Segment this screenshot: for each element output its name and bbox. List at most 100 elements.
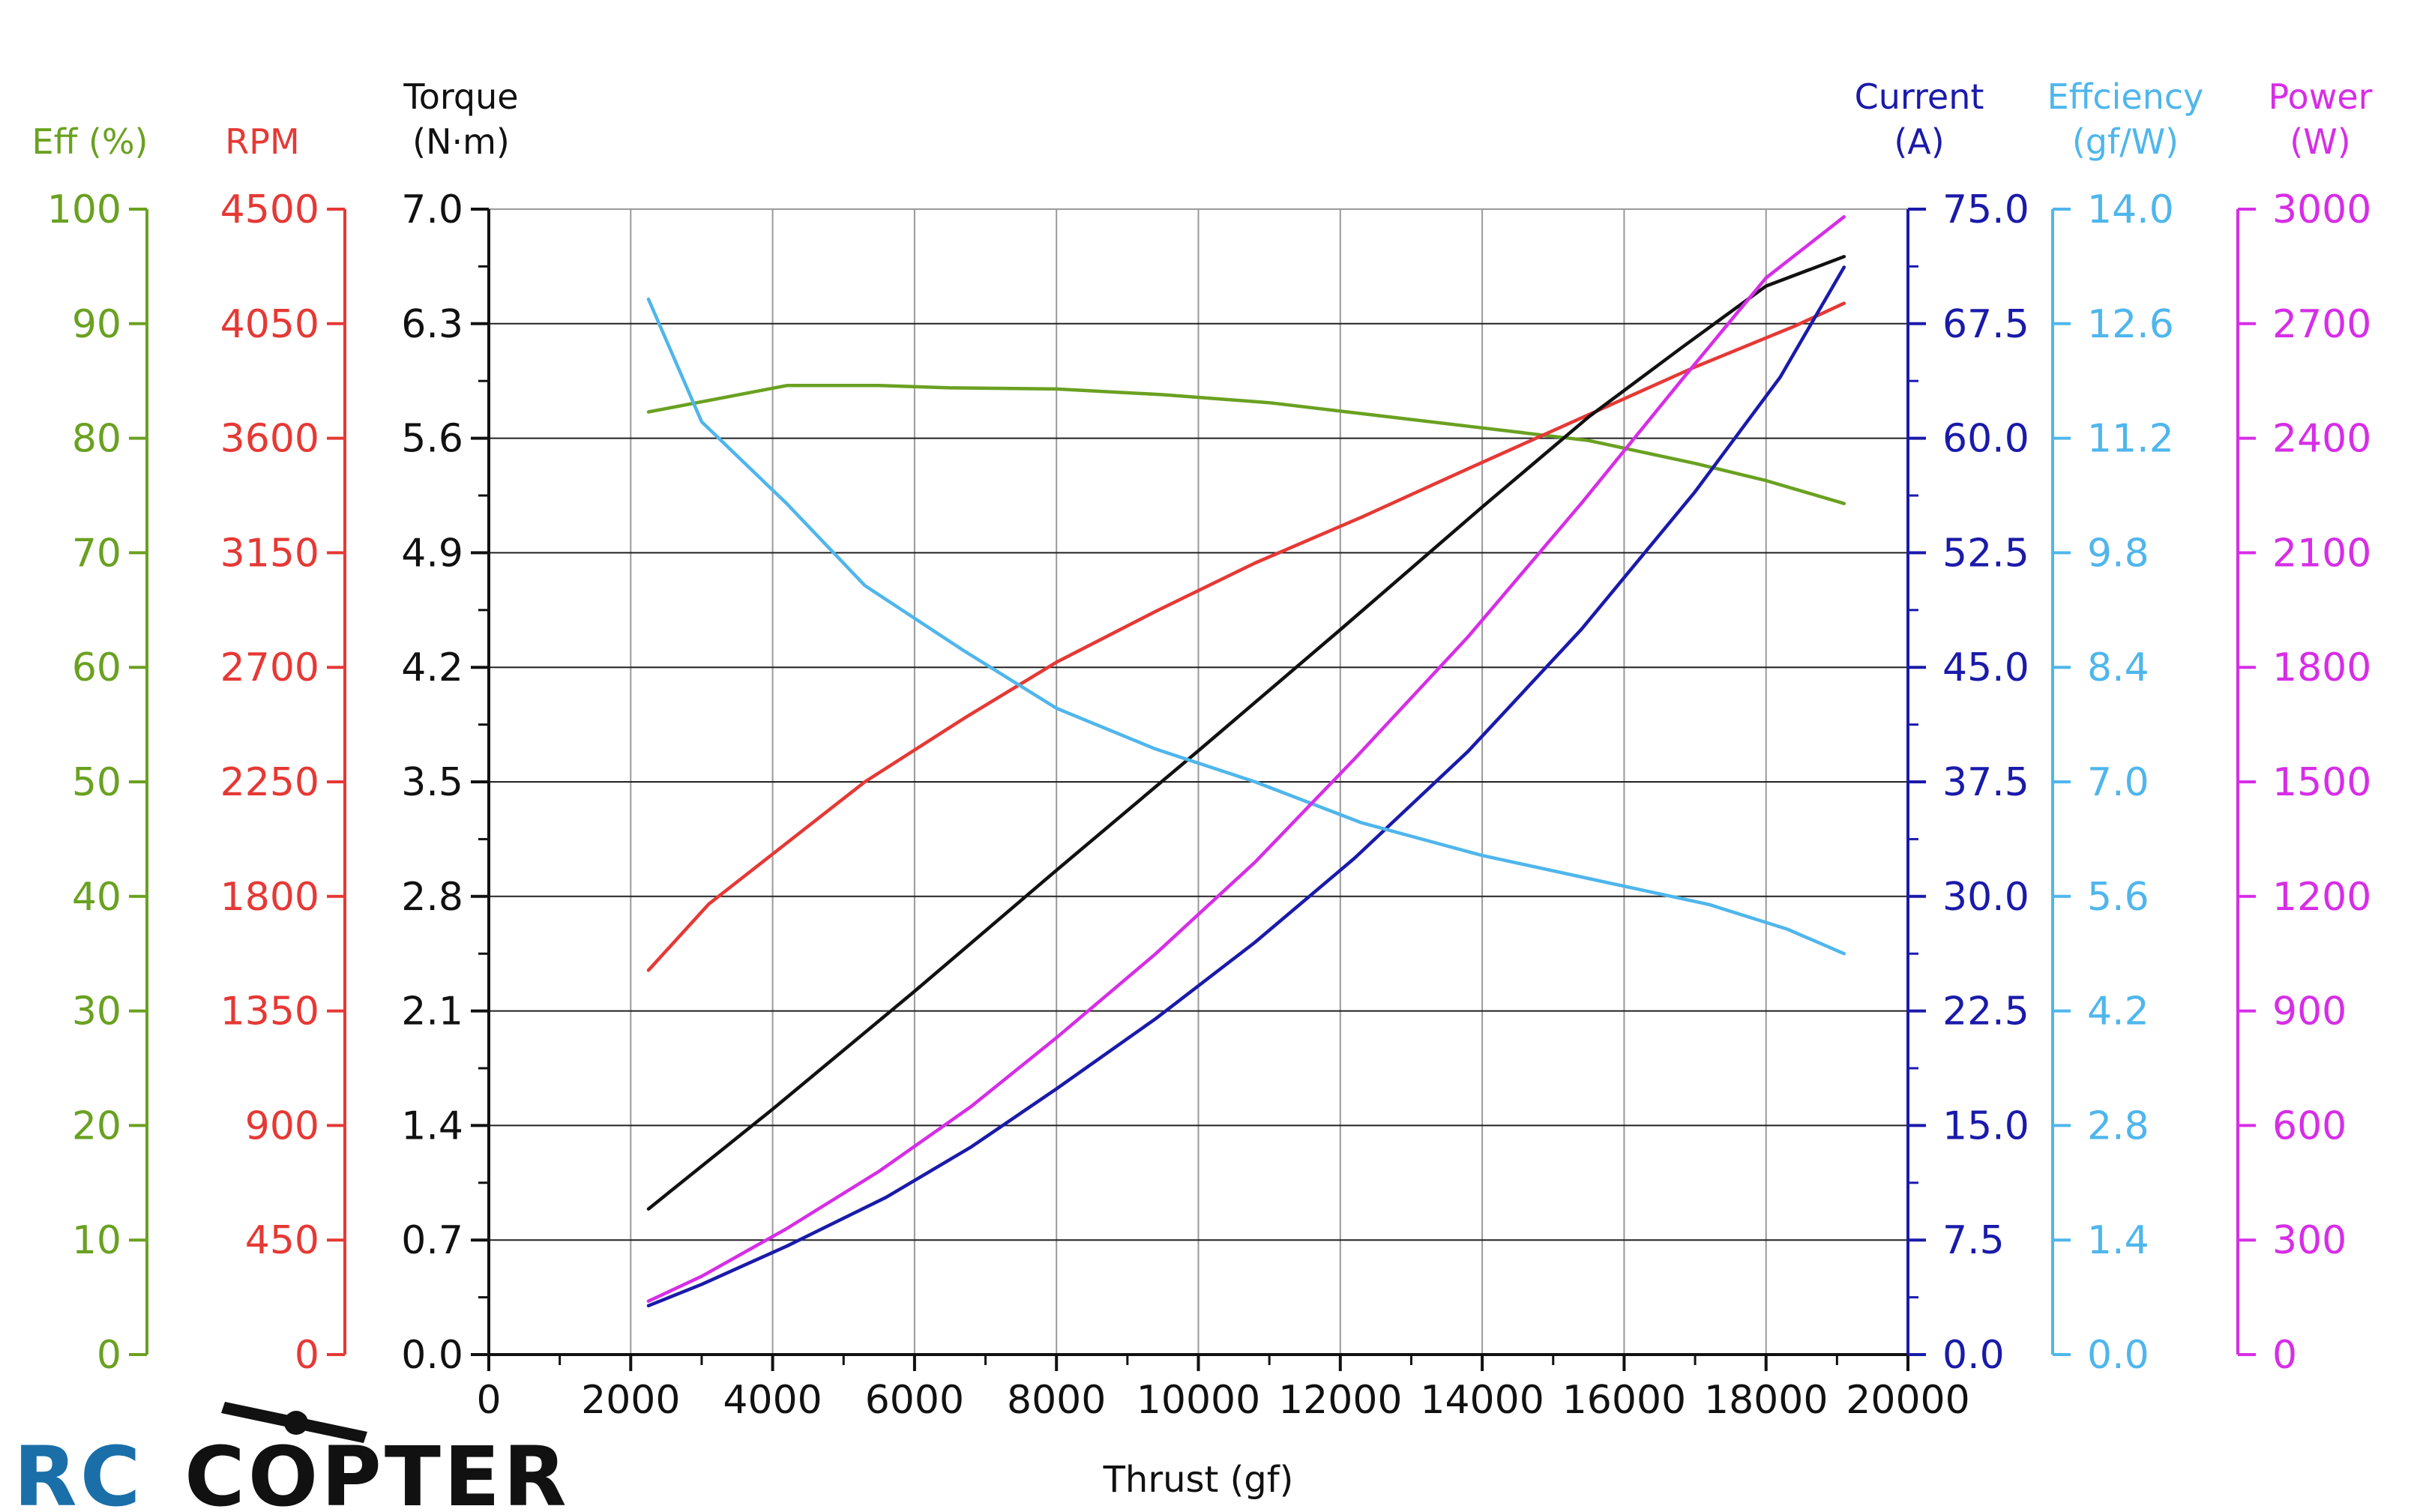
y-tick-label: 900 xyxy=(2272,990,2347,1034)
y-tick-label: 20 xyxy=(72,1103,121,1148)
x-tick-label: 4000 xyxy=(723,1378,822,1423)
y-axis-rpm: 0 450 900 1350 1800 2250 2700 3150 3600 4050 4500 R… xyxy=(220,121,346,1378)
y-tick-label: 45.0 xyxy=(1942,645,2029,690)
series-line-eff_gfw xyxy=(646,297,1846,956)
y-tick-label: 67.5 xyxy=(1942,302,2029,347)
x-tick-label: 20000 xyxy=(1846,1378,1969,1423)
y-tick-label: 30.0 xyxy=(1942,875,2029,920)
y-tick-label: 3150 xyxy=(220,531,319,576)
rc-copter-logo: RC COPTER xyxy=(13,1402,570,1512)
y-tick-label: 2400 xyxy=(2272,417,2371,462)
x-tick-label: 14000 xyxy=(1420,1378,1544,1423)
y-tick-label: 40 xyxy=(72,875,121,920)
logo-rc-text: RC xyxy=(13,1429,143,1512)
y-tick-label: 7.0 xyxy=(2087,760,2149,805)
y-axis-eff_pct: 0 10 20 30 40 50 60 70 80 90 100 Eff (%) xyxy=(32,121,148,1378)
axes: 0 2000 4000 6000 8000 10000 12000 14000 16000 180… xyxy=(32,76,2373,1501)
y-tick-label: 14.0 xyxy=(2087,187,2174,232)
y-tick-label: 12.6 xyxy=(2087,302,2174,347)
y-tick-label: 50 xyxy=(72,760,121,805)
y-axis-title: Current xyxy=(1855,76,1984,117)
y-tick-label: 100 xyxy=(47,187,121,232)
y-tick-label: 1350 xyxy=(220,990,319,1034)
y-tick-label: 1800 xyxy=(2272,645,2371,690)
y-tick-label: 10 xyxy=(72,1218,121,1263)
y-tick-label: 2.8 xyxy=(401,875,463,920)
y-axis-title: (gf/W) xyxy=(2072,121,2179,162)
y-tick-label: 600 xyxy=(2272,1103,2347,1148)
y-axis-title: Power xyxy=(2268,76,2372,117)
y-tick-label: 2.8 xyxy=(2087,1103,2149,1148)
y-tick-label: 2.1 xyxy=(401,990,463,1034)
y-tick-label: 2700 xyxy=(2272,302,2371,347)
grid xyxy=(489,208,1908,1355)
y-tick-label: 60.0 xyxy=(1942,417,2029,462)
y-tick-label: 0 xyxy=(295,1333,319,1378)
y-tick-label: 70 xyxy=(72,531,121,576)
y-tick-label: 52.5 xyxy=(1942,531,2029,576)
y-tick-label: 4050 xyxy=(220,302,319,347)
series-line-current xyxy=(646,265,1846,1308)
y-tick-label: 9.8 xyxy=(2087,531,2149,576)
y-tick-label: 8.4 xyxy=(2087,645,2149,690)
y-tick-label: 2250 xyxy=(220,760,319,805)
y-tick-label: 0.0 xyxy=(401,1333,463,1378)
series-line-power xyxy=(646,214,1846,1303)
y-tick-label: 15.0 xyxy=(1942,1103,2029,1148)
y-tick-label: 60 xyxy=(72,645,121,690)
y-tick-label: 450 xyxy=(245,1218,319,1263)
y-tick-label: 0.0 xyxy=(2087,1333,2149,1378)
y-tick-label: 4.9 xyxy=(401,531,463,576)
y-tick-label: 5.6 xyxy=(401,417,463,462)
y-axis-eff_gfw: 0.0 1.4 2.8 4.2 5.6 7.0 8.4 9.8 11.2 12.6 14.0 Effc… xyxy=(2047,76,2204,1378)
y-tick-label: 75.0 xyxy=(1942,187,2029,232)
y-tick-label: 0.0 xyxy=(1942,1333,2005,1378)
series-lines xyxy=(646,214,1846,1308)
y-axis-title: (W) xyxy=(2290,121,2350,162)
y-tick-label: 4.2 xyxy=(401,645,463,690)
y-axis-title: (A) xyxy=(1894,121,1944,162)
y-axis-title: Torque xyxy=(403,76,518,117)
x-axis-title: Thrust (gf) xyxy=(1103,1459,1294,1501)
y-tick-label: 0.7 xyxy=(401,1218,463,1263)
y-tick-label: 30 xyxy=(72,990,121,1034)
y-tick-label: 3.5 xyxy=(401,760,463,805)
y-tick-label: 22.5 xyxy=(1942,990,2029,1034)
y-tick-label: 7.5 xyxy=(1942,1218,2005,1263)
logo-copter-text: COPTER xyxy=(184,1429,570,1512)
helicopter-rotor-icon xyxy=(221,1402,367,1443)
y-tick-label: 6.3 xyxy=(401,302,463,347)
y-tick-label: 1200 xyxy=(2272,875,2371,920)
x-tick-label: 8000 xyxy=(1007,1378,1106,1423)
y-tick-label: 2100 xyxy=(2272,531,2371,576)
y-tick-label: 4.2 xyxy=(2087,990,2149,1034)
y-axis-current: 0.0 7.5 15.0 22.5 30.0 37.5 45.0 52.5 60.0 67.5 75… xyxy=(1855,76,2029,1378)
y-tick-label: 3000 xyxy=(2272,187,2371,232)
y-tick-label: 0 xyxy=(97,1333,121,1378)
y-tick-label: 37.5 xyxy=(1942,760,2029,805)
y-axis-title: (N·m) xyxy=(412,121,510,162)
series-line-eff_pct xyxy=(646,384,1846,505)
y-axis-title: Effciency xyxy=(2047,76,2204,117)
y-axis-power: 0 300 600 900 1200 1500 1800 2100 2400 2700 3000 Po… xyxy=(2236,76,2373,1378)
y-tick-label: 2700 xyxy=(220,645,319,690)
y-tick-label: 0 xyxy=(2272,1333,2297,1378)
x-tick-label: 0 xyxy=(476,1378,501,1423)
x-tick-label: 2000 xyxy=(581,1378,680,1423)
y-tick-label: 1500 xyxy=(2272,760,2371,805)
y-axis-torque: 0.0 0.7 1.4 2.1 2.8 3.5 4.2 4.9 5.6 6.3 7.0 Torque(… xyxy=(401,76,518,1378)
y-tick-label: 4500 xyxy=(220,187,319,232)
y-tick-label: 900 xyxy=(245,1103,319,1148)
x-tick-label: 12000 xyxy=(1278,1378,1402,1423)
x-tick-label: 16000 xyxy=(1562,1378,1686,1423)
y-tick-label: 90 xyxy=(72,302,121,347)
y-tick-label: 300 xyxy=(2272,1218,2347,1263)
y-tick-label: 7.0 xyxy=(401,187,463,232)
series-line-rpm xyxy=(646,301,1846,972)
series-line-torque xyxy=(646,255,1846,1211)
y-tick-label: 1800 xyxy=(220,875,319,920)
x-tick-label: 18000 xyxy=(1704,1378,1828,1423)
y-tick-label: 1.4 xyxy=(2087,1218,2149,1263)
y-tick-label: 1.4 xyxy=(401,1103,463,1148)
